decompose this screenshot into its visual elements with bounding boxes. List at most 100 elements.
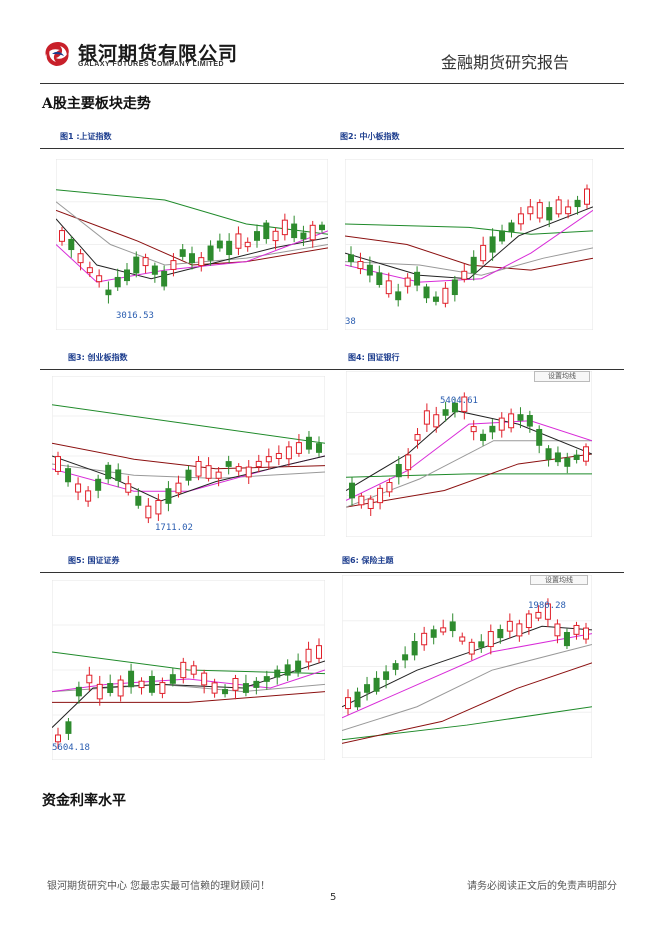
candle-body: [265, 456, 272, 463]
candle-body: [263, 222, 270, 240]
low-annotation: 3016.53: [116, 311, 154, 321]
ma-settings-button[interactable]: 设置均线: [530, 575, 588, 585]
moving-average-line: [342, 662, 592, 744]
candle-body: [584, 188, 590, 205]
candle-body: [526, 415, 533, 427]
candle-body: [226, 240, 233, 256]
candle-body: [245, 466, 252, 478]
candle-body: [151, 265, 158, 275]
candle-body: [583, 627, 589, 640]
candle-body: [516, 623, 523, 637]
candle-body: [385, 280, 392, 295]
candle-body: [480, 244, 487, 262]
candle-body: [85, 490, 92, 502]
candle-body: [68, 238, 75, 251]
candle-body: [440, 627, 447, 633]
candle-body: [508, 222, 515, 233]
candle-body: [489, 425, 496, 433]
galaxy-logo-icon: [45, 42, 69, 66]
candle-body: [161, 270, 168, 287]
candle-body: [546, 207, 553, 221]
candle-body: [554, 623, 561, 637]
candle-body: [133, 256, 140, 274]
candle-body: [449, 621, 456, 632]
candle-body: [480, 433, 487, 441]
candle-body: [145, 505, 152, 519]
candle-body: [525, 613, 532, 629]
candle-body: [95, 478, 102, 491]
candle-body: [461, 396, 468, 412]
candle-body: [555, 199, 562, 215]
candle-body: [442, 287, 449, 304]
chart-securities-index: 5604.18: [52, 580, 325, 760]
candle-body: [75, 686, 82, 697]
report-title: 金融期货研究报告: [441, 53, 570, 72]
candle-body: [148, 675, 155, 693]
candle-body: [470, 256, 477, 274]
candle-body: [235, 233, 242, 249]
candle-body: [96, 683, 103, 700]
candle-body: [433, 414, 440, 428]
candle-body: [442, 409, 449, 416]
candle-body: [536, 428, 543, 446]
candle-body: [165, 488, 172, 504]
candle-body: [345, 697, 351, 710]
candle-body: [373, 677, 380, 692]
candle-body: [316, 443, 322, 453]
candle-body: [508, 413, 515, 429]
candle-body: [517, 414, 524, 421]
candle-body: [55, 734, 61, 743]
candle-body: [195, 460, 202, 477]
shanghai-index-candles: [56, 159, 328, 330]
moving-average-line: [345, 235, 593, 271]
candle-body: [319, 224, 325, 231]
moving-average-line: [342, 706, 592, 741]
candle-body: [211, 682, 218, 694]
securities-index-candles: [52, 580, 325, 760]
candle-body: [291, 223, 298, 239]
page-number: 5: [330, 892, 337, 903]
candle-body: [295, 442, 302, 454]
candle-body: [222, 689, 229, 695]
candle-body: [364, 684, 371, 693]
candle-body: [563, 631, 570, 647]
figure-caption-4: 图4: 国证银行: [348, 353, 400, 362]
chart-shanghai-index: 3016.53: [56, 159, 328, 330]
candle-body: [487, 631, 494, 648]
candle-body: [432, 296, 439, 302]
candle-body: [180, 661, 187, 679]
moving-average-line: [56, 201, 328, 266]
candle-body: [470, 426, 477, 433]
moving-average-line: [342, 633, 592, 719]
candle-body: [105, 289, 112, 296]
candle-body: [305, 436, 312, 450]
candle-body: [284, 664, 291, 676]
footer-left: 银河期货研究中心 您最忠实最可信赖的理财顾问！: [47, 881, 271, 892]
candle-body: [125, 483, 132, 493]
candle-body: [216, 240, 223, 249]
candle-body: [242, 683, 249, 693]
bank-index-candles: [346, 371, 592, 537]
candle-body: [175, 482, 182, 494]
candle-body: [205, 465, 212, 479]
candle-body: [275, 452, 282, 460]
candle-body: [255, 460, 262, 468]
candle-body: [392, 663, 399, 670]
candle-body: [414, 271, 421, 286]
candle-body: [232, 677, 239, 691]
candle-body: [59, 230, 65, 242]
candle-body: [395, 463, 402, 478]
candle-body: [169, 674, 176, 684]
figure-caption-2: 图2: 中小板指数: [340, 132, 400, 141]
figure-rule-2: [40, 369, 624, 370]
candle-body: [142, 257, 149, 267]
figure-rule-3: [40, 572, 624, 573]
figure-caption-6: 图6: 保险主题: [342, 556, 394, 565]
ma-settings-button[interactable]: 设置均线: [534, 371, 590, 382]
candle-body: [185, 469, 192, 481]
candle-body: [305, 648, 312, 663]
candle-body: [253, 680, 260, 688]
candle-body: [366, 264, 373, 276]
candle-body: [411, 641, 418, 656]
candle-body: [159, 682, 166, 694]
